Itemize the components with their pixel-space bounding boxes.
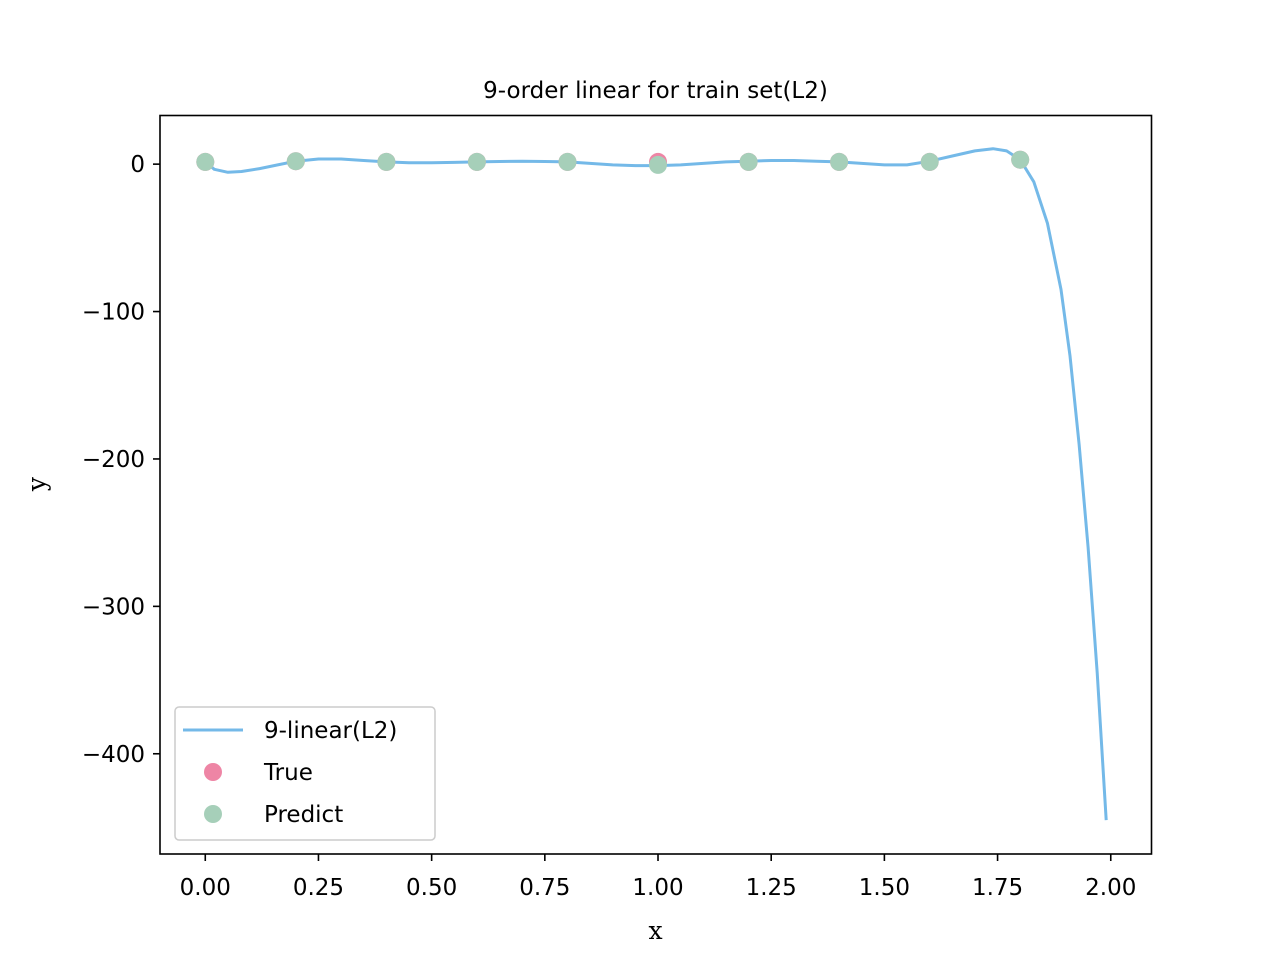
y-tick-label-4: −400 bbox=[82, 742, 145, 768]
x-axis: 0.00 0.25 0.50 0.75 1.00 1.25 1.50 1.75 2.00 bbox=[180, 854, 1136, 901]
legend-label-line: 9-linear(L2) bbox=[264, 718, 397, 744]
x-axis-label: x bbox=[648, 916, 662, 945]
point-predict-0 bbox=[196, 152, 215, 171]
chart-title: 9-order linear for train set(L2) bbox=[483, 78, 828, 104]
point-predict-9 bbox=[1011, 150, 1030, 169]
legend: 9-linear(L2) True Predict bbox=[174, 706, 436, 841]
legend-true-swatch bbox=[204, 763, 222, 781]
legend-label-true: True bbox=[263, 760, 313, 786]
x-tick-label-2: 0.50 bbox=[406, 875, 457, 901]
plot-frame bbox=[159, 114, 1153, 855]
legend-box bbox=[174, 706, 436, 841]
point-predict-1 bbox=[286, 152, 305, 171]
point-predict-8 bbox=[920, 152, 939, 171]
y-axis: 0 −100 −200 −300 −400 bbox=[82, 152, 160, 768]
point-predict-6 bbox=[739, 152, 758, 171]
x-tick-label-6: 1.50 bbox=[859, 875, 910, 901]
x-tick-label-1: 0.25 bbox=[293, 875, 344, 901]
x-tick-label-5: 1.25 bbox=[746, 875, 797, 901]
point-predict-4 bbox=[558, 152, 577, 171]
x-tick-label-4: 1.00 bbox=[632, 875, 683, 901]
point-predict-7 bbox=[830, 152, 849, 171]
x-tick-label-7: 1.75 bbox=[972, 875, 1023, 901]
point-predict-2 bbox=[377, 152, 396, 171]
y-axis-label: y bbox=[22, 476, 51, 492]
point-predict-3 bbox=[467, 152, 486, 171]
x-tick-label-8: 2.00 bbox=[1085, 875, 1136, 901]
point-predict-5 bbox=[649, 155, 667, 174]
plot-content bbox=[196, 147, 1108, 821]
y-tick-label-1: −100 bbox=[82, 300, 145, 326]
y-tick-label-2: −200 bbox=[82, 447, 145, 473]
legend-label-predict: Predict bbox=[264, 802, 343, 828]
y-tick-label-3: −300 bbox=[82, 594, 145, 620]
legend-predict-swatch bbox=[204, 805, 222, 823]
y-tick-label-0: 0 bbox=[130, 152, 145, 178]
x-tick-label-0: 0.00 bbox=[180, 875, 231, 901]
x-tick-label-3: 0.75 bbox=[519, 875, 570, 901]
